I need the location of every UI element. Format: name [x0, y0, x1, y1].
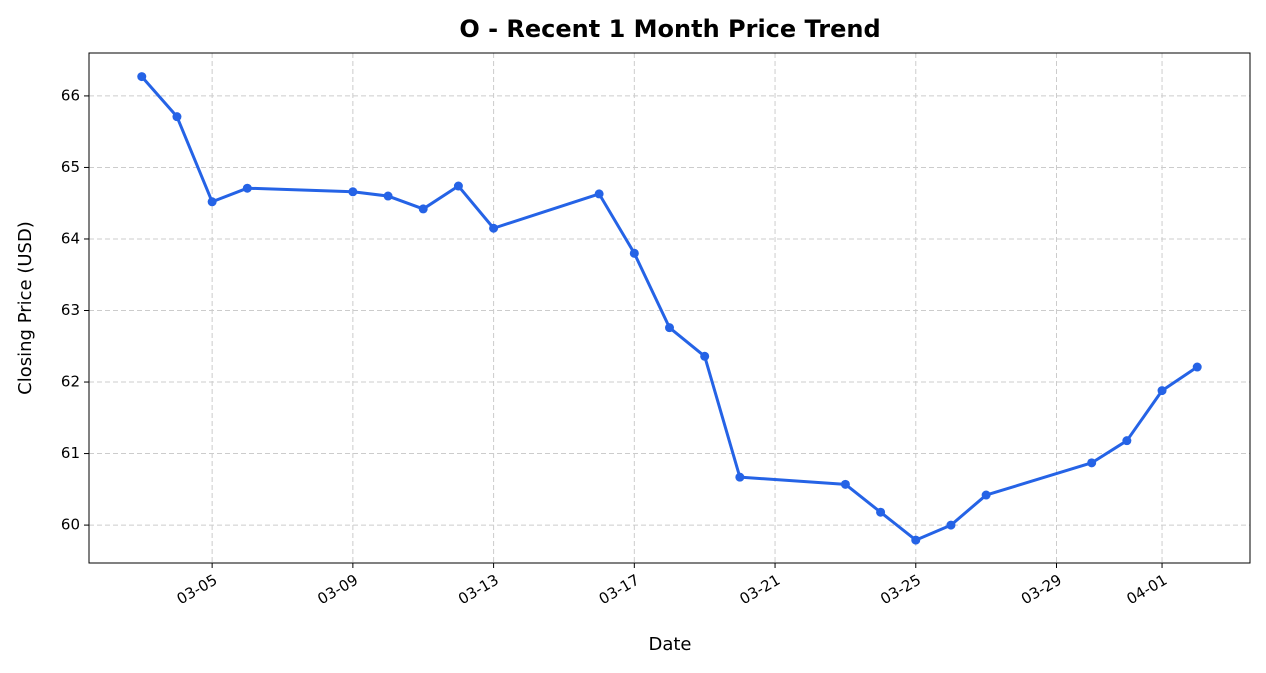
point: [348, 187, 358, 197]
point: [207, 197, 217, 207]
x-axis-label: Date: [648, 634, 691, 655]
chart-title: O - Recent 1 Month Price Trend: [459, 15, 880, 43]
point: [665, 323, 674, 333]
point: [700, 351, 710, 361]
x-tick-label: 03-21: [737, 571, 784, 608]
x-tick-label: 03-25: [877, 571, 924, 608]
point: [489, 223, 499, 233]
point: [383, 191, 393, 201]
point: [172, 112, 182, 122]
plot-frame: [88, 52, 1251, 564]
point: [242, 183, 252, 193]
x-tick-label: 03-29: [1018, 571, 1065, 608]
y-tick-label: 64: [61, 229, 80, 247]
point: [981, 490, 991, 500]
point: [1122, 436, 1132, 446]
x-tick-label: 03-17: [596, 571, 643, 608]
y-tick-label: 66: [61, 86, 80, 104]
x-tick-label: 03-05: [174, 571, 221, 608]
y-tick-label: 61: [61, 444, 80, 462]
point: [911, 535, 921, 545]
point: [1192, 362, 1202, 372]
point: [735, 472, 745, 482]
y-tick-label: 63: [61, 301, 80, 319]
x-tick-label: 03-09: [314, 571, 361, 608]
point: [946, 520, 956, 530]
point: [418, 204, 428, 214]
y-tick-label: 60: [61, 516, 80, 534]
y-tick-label: 62: [61, 373, 80, 391]
y-axis-label: Closing Price (USD): [15, 221, 36, 395]
line: [140, 75, 1199, 542]
point: [876, 507, 886, 517]
point: [1087, 458, 1097, 468]
point: [840, 479, 850, 489]
x-tick-label: 03-13: [455, 571, 502, 608]
y-tick-label: 65: [61, 158, 80, 176]
point: [453, 181, 463, 191]
point: [594, 189, 604, 199]
point: [137, 72, 147, 82]
point: [629, 248, 639, 258]
x-tick-label: 04-01: [1124, 571, 1171, 608]
point: [1157, 386, 1167, 396]
